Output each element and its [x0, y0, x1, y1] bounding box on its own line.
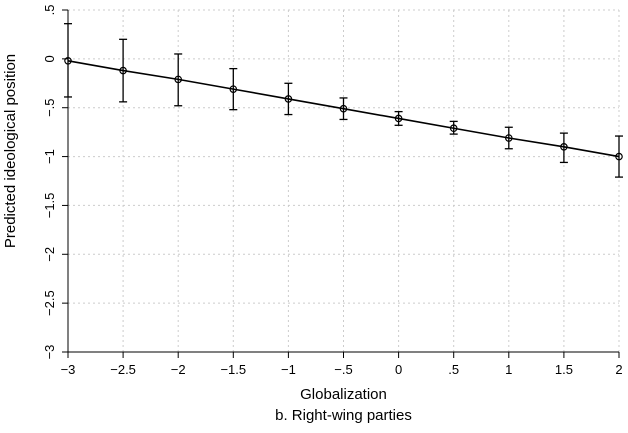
series-line	[67, 60, 620, 158]
chart-caption: b. Right-wing parties	[275, 407, 412, 424]
data-point	[339, 104, 348, 113]
x-axis-title: Globalization	[300, 386, 387, 403]
data-point	[229, 85, 238, 93]
data-point	[119, 66, 127, 75]
y-axis-title: Predicted ideological position	[2, 54, 19, 248]
y-tick-label: −.5	[42, 98, 57, 116]
data-point	[64, 57, 72, 65]
x-tick-label: −3	[61, 362, 76, 377]
x-tick-label: 0	[395, 362, 402, 377]
data-point	[504, 134, 513, 142]
data-point	[449, 124, 458, 133]
data-point	[174, 75, 183, 84]
y-tick-label: −2	[42, 247, 57, 262]
y-tick-label: −3	[42, 345, 57, 360]
y-tick-label: −1	[42, 149, 57, 164]
x-tick-label: −1.5	[220, 362, 246, 377]
data-point	[615, 152, 623, 161]
y-tick-label: −2.5	[42, 290, 57, 316]
x-tick-label: .5	[448, 362, 459, 377]
x-tick-label: −1	[281, 362, 296, 377]
y-tick-label: −1.5	[42, 193, 57, 219]
x-tick-label: 2	[615, 362, 622, 377]
x-tick-label: −2.5	[110, 362, 136, 377]
y-tick-label: .5	[42, 5, 57, 16]
series-layer	[64, 23, 623, 178]
x-tick-label: 1.5	[555, 362, 573, 377]
data-point	[560, 143, 568, 151]
x-tick-label: −2	[171, 362, 186, 377]
ticks-layer: −3 −2.5 −2 −1.5 −1 −.5 0 .5 1 1.5 2 .5 0 −.5 −1 −1.5 −2 −…	[42, 5, 623, 377]
x-tick-label: 1	[505, 362, 512, 377]
data-point	[284, 95, 293, 103]
y-tick-label: 0	[42, 55, 57, 62]
grid-layer	[68, 9, 620, 352]
x-tick-label: −.5	[334, 362, 352, 377]
data-point	[394, 114, 403, 123]
